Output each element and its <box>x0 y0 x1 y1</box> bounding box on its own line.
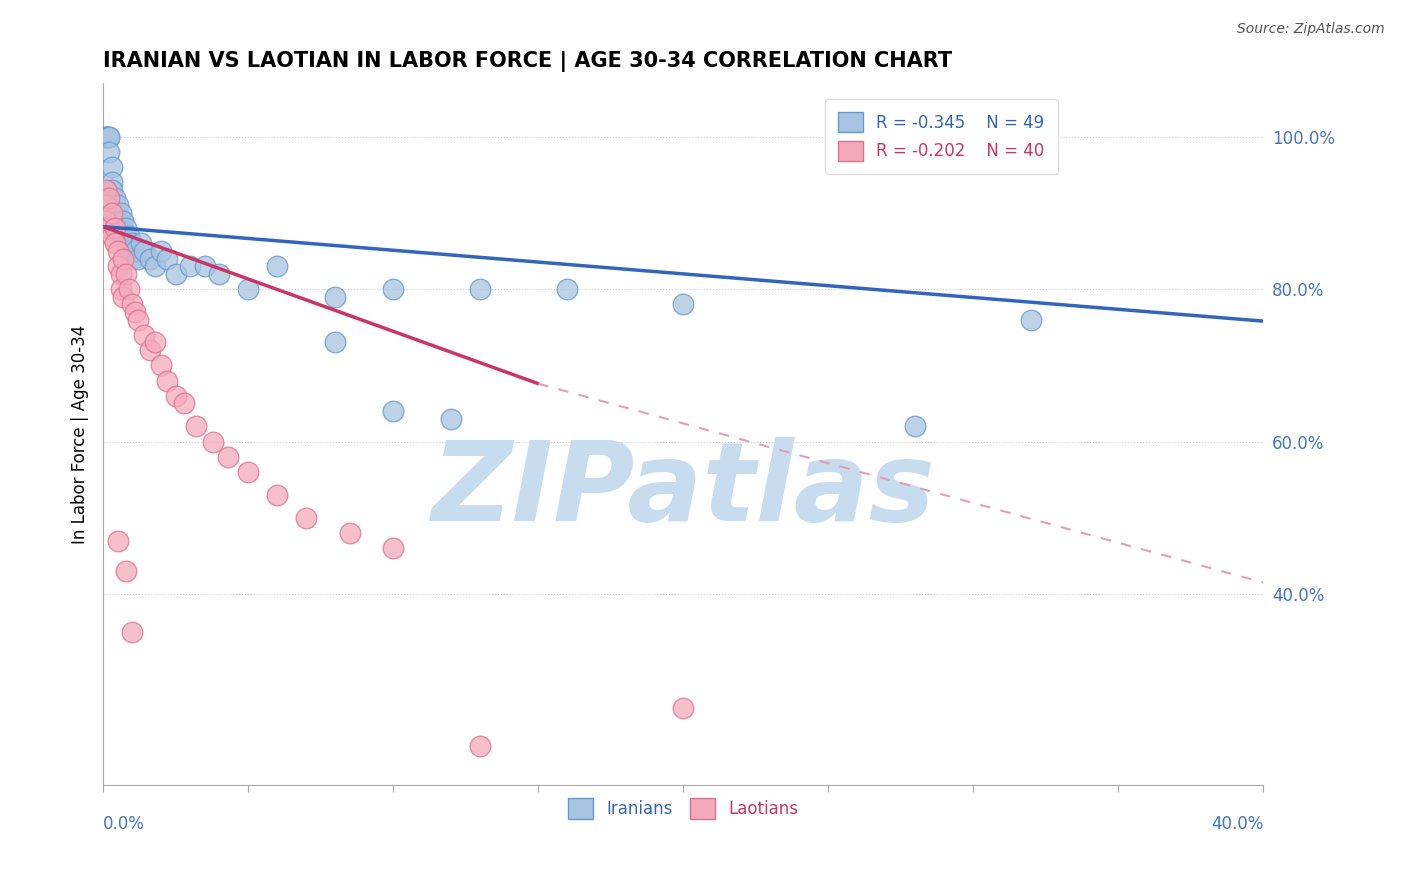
Point <box>156 252 179 266</box>
Point <box>115 221 138 235</box>
Point <box>97 221 120 235</box>
Point <box>107 533 129 548</box>
Point <box>94 183 117 197</box>
Point <box>339 526 361 541</box>
Point <box>382 404 405 418</box>
Point <box>97 145 120 159</box>
Point <box>94 129 117 144</box>
Point <box>266 488 288 502</box>
Point <box>138 343 160 357</box>
Point <box>112 252 135 266</box>
Point <box>104 236 127 251</box>
Point <box>94 129 117 144</box>
Point <box>138 252 160 266</box>
Point <box>156 374 179 388</box>
Point <box>672 297 695 311</box>
Point <box>127 312 149 326</box>
Point <box>194 260 217 274</box>
Text: 0.0%: 0.0% <box>103 815 145 833</box>
Point <box>115 236 138 251</box>
Point <box>217 450 239 464</box>
Point <box>94 129 117 144</box>
Text: 40.0%: 40.0% <box>1211 815 1264 833</box>
Point <box>121 236 143 251</box>
Point <box>184 419 207 434</box>
Point <box>132 244 155 258</box>
Point <box>118 244 141 258</box>
Point <box>101 228 124 243</box>
Point <box>115 564 138 578</box>
Point <box>904 419 927 434</box>
Point <box>173 396 195 410</box>
Text: Source: ZipAtlas.com: Source: ZipAtlas.com <box>1237 22 1385 37</box>
Point <box>101 183 124 197</box>
Point <box>143 335 166 350</box>
Point <box>97 129 120 144</box>
Point <box>150 244 173 258</box>
Text: IRANIAN VS LAOTIAN IN LABOR FORCE | AGE 30-34 CORRELATION CHART: IRANIAN VS LAOTIAN IN LABOR FORCE | AGE … <box>103 51 952 71</box>
Point <box>165 267 187 281</box>
Point <box>112 213 135 227</box>
Point <box>132 327 155 342</box>
Point <box>323 290 346 304</box>
Point <box>179 260 201 274</box>
Point <box>110 282 132 296</box>
Y-axis label: In Labor Force | Age 30-34: In Labor Force | Age 30-34 <box>72 325 89 543</box>
Point <box>104 191 127 205</box>
Point <box>107 221 129 235</box>
Point <box>97 191 120 205</box>
Point <box>94 213 117 227</box>
Point <box>107 260 129 274</box>
Point <box>295 510 318 524</box>
Point <box>101 176 124 190</box>
Point <box>238 282 260 296</box>
Point <box>110 206 132 220</box>
Point <box>382 282 405 296</box>
Point <box>118 282 141 296</box>
Point <box>470 282 492 296</box>
Point <box>382 541 405 556</box>
Point <box>238 465 260 479</box>
Point <box>1021 312 1043 326</box>
Point <box>672 701 695 715</box>
Point <box>101 206 124 220</box>
Point <box>97 129 120 144</box>
Point <box>124 305 146 319</box>
Point <box>555 282 578 296</box>
Point <box>104 206 127 220</box>
Point <box>107 213 129 227</box>
Point <box>121 625 143 640</box>
Point <box>112 290 135 304</box>
Point <box>127 252 149 266</box>
Point <box>107 198 129 212</box>
Point <box>112 228 135 243</box>
Point <box>121 252 143 266</box>
Point <box>110 221 132 235</box>
Point <box>124 244 146 258</box>
Point <box>323 335 346 350</box>
Point <box>208 267 231 281</box>
Legend: Iranians, Laotians: Iranians, Laotians <box>562 791 804 825</box>
Point <box>118 228 141 243</box>
Point <box>470 739 492 754</box>
Text: ZIPatlas: ZIPatlas <box>432 436 935 543</box>
Point <box>110 228 132 243</box>
Point <box>121 297 143 311</box>
Point <box>143 260 166 274</box>
Point <box>115 267 138 281</box>
Point <box>165 389 187 403</box>
Point <box>440 411 463 425</box>
Point <box>94 198 117 212</box>
Point <box>104 221 127 235</box>
Point <box>266 260 288 274</box>
Point <box>101 160 124 174</box>
Point <box>202 434 225 449</box>
Point <box>129 236 152 251</box>
Point <box>150 359 173 373</box>
Point <box>110 267 132 281</box>
Point <box>107 244 129 258</box>
